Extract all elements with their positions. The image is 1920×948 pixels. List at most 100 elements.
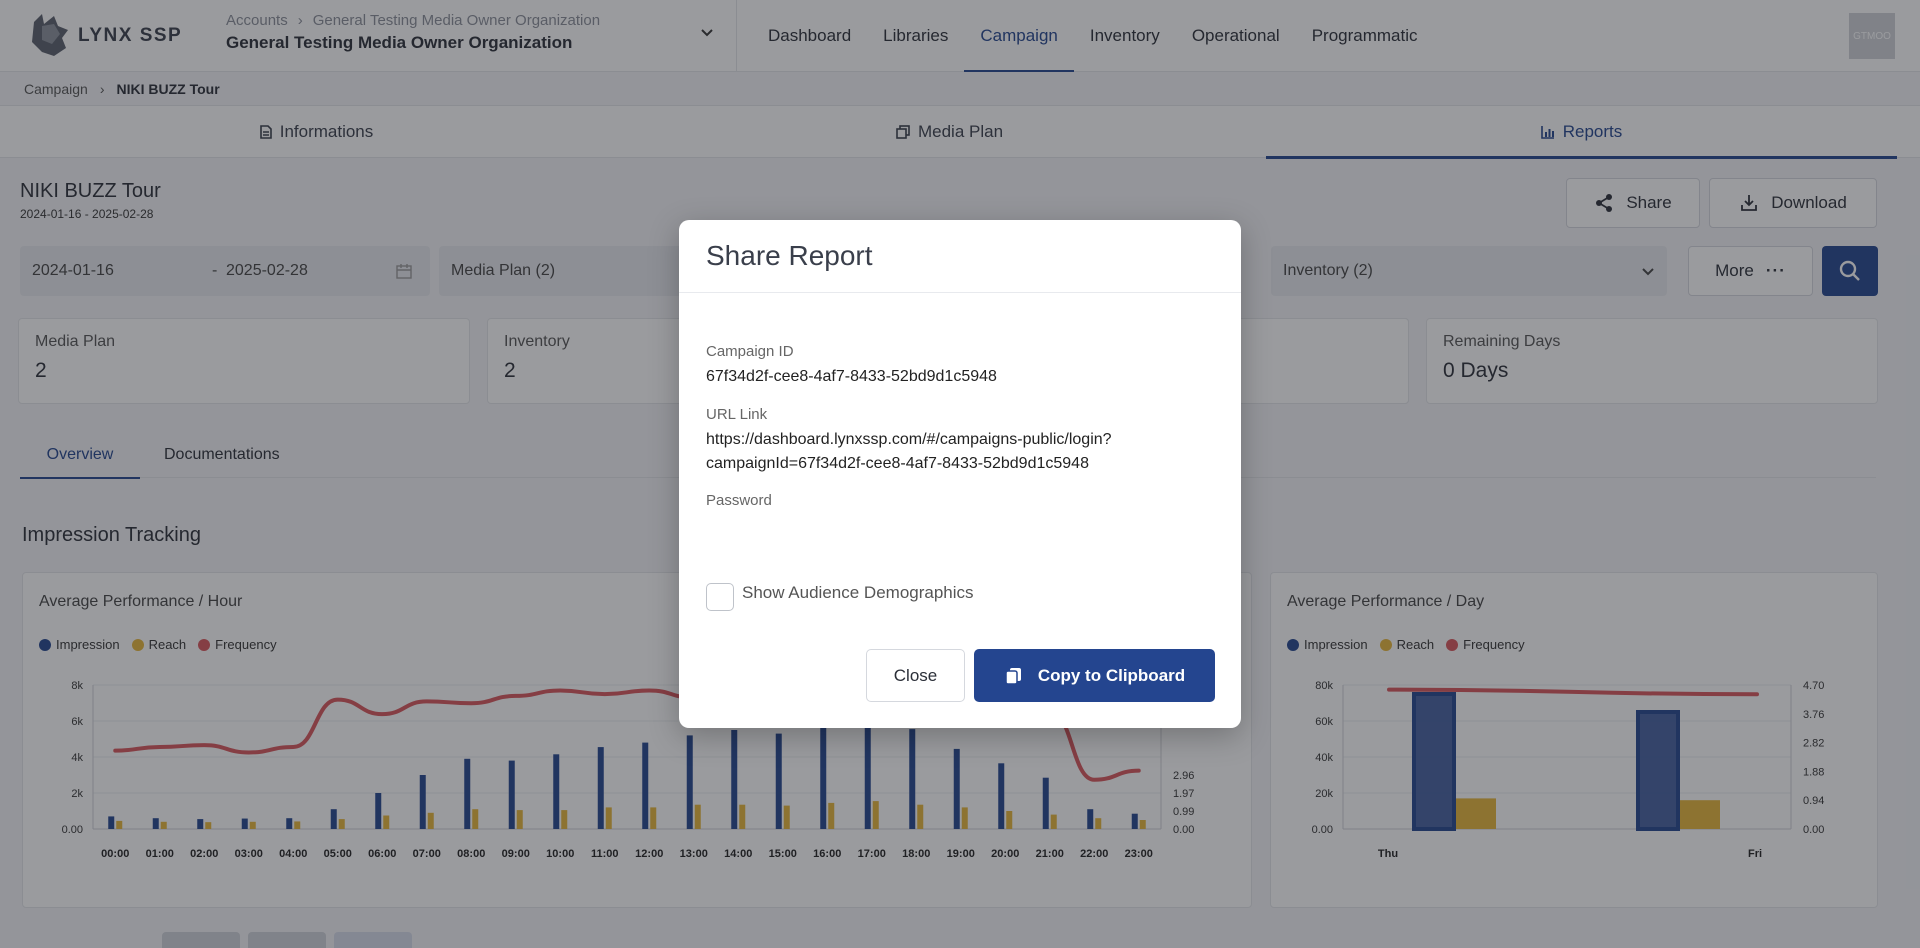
close-button[interactable]: Close: [866, 649, 965, 702]
reach-bar: [694, 804, 701, 829]
top-navbar: LYNX SSP Accounts › General Testing Medi…: [0, 0, 1920, 72]
impression-dot-icon: [1287, 638, 1299, 651]
x-tick-label: 12:00: [635, 848, 663, 860]
x-tick-label: 01:00: [146, 848, 174, 860]
reach-bar: [338, 819, 345, 829]
more-button-label: More: [1715, 261, 1754, 280]
organization-selector[interactable]: Accounts › General Testing Media Owner O…: [226, 12, 736, 60]
legend-reach-label: Reach: [1396, 637, 1435, 652]
nav-programmatic[interactable]: Programmatic: [1311, 26, 1418, 45]
breadcrumb-campaign[interactable]: Campaign: [24, 80, 88, 97]
tab-documentations[interactable]: Documentations: [164, 446, 280, 463]
copy-to-clipboard-button[interactable]: Copy to Clipboard: [974, 649, 1215, 702]
reach-bar: [1680, 800, 1720, 829]
org-breadcrumb: Accounts › General Testing Media Owner O…: [226, 12, 736, 29]
legend-frequency-label: Frequency: [1463, 637, 1525, 652]
tab-reports[interactable]: Reports: [1266, 106, 1897, 159]
show-demographics-checkbox[interactable]: [706, 583, 734, 611]
chevron-down-icon[interactable]: [700, 26, 714, 40]
y2-tick-label: 0.00: [1173, 824, 1194, 836]
nav-dashboard[interactable]: Dashboard: [768, 26, 852, 45]
legend-reach[interactable]: Reach: [131, 637, 187, 652]
inventory-select[interactable]: Inventory (2): [1271, 246, 1667, 296]
y-tick-label: 60k: [1315, 716, 1333, 728]
nav-libraries[interactable]: Libraries: [883, 26, 949, 45]
date-range-picker[interactable]: 2024-01-16 - 2025-02-28: [20, 246, 430, 296]
impression-bar: [686, 735, 693, 829]
modal-title: Share Report: [706, 240, 873, 271]
reach-bar: [561, 810, 568, 829]
y-tick-label: 8k: [71, 680, 83, 692]
breadcrumb: Campaign › NIKI BUZZ Tour: [0, 72, 1920, 106]
show-demographics-label: Show Audience Demographics: [742, 583, 974, 602]
search-icon: [1839, 260, 1860, 281]
tab-media-plan-label: Media Plan: [917, 122, 1004, 141]
legend-impression-label: Impression: [56, 637, 120, 652]
section-title: Impression Tracking: [22, 524, 201, 546]
page-title: NIKI BUZZ Tour: [20, 180, 161, 202]
impression-bar: [553, 754, 560, 829]
tab-informations[interactable]: Informations: [0, 106, 633, 158]
impression-bar: [330, 809, 337, 829]
y2-tick-label: 4.70: [1803, 680, 1824, 692]
impression-bar: [1087, 809, 1094, 829]
avatar[interactable]: GTMOO: [1849, 13, 1895, 59]
daily-chart-plot: 0.00 20k 40k 60k 80k 0.00 0.94 1.88 2.82 3.76 4.70…: [1312, 680, 1825, 860]
chevron-down-icon: [1642, 268, 1654, 276]
impression-bar: [998, 763, 1005, 829]
legend-reach-label: Reach: [148, 637, 187, 652]
mini-button-1[interactable]: [162, 932, 240, 948]
x-tick-label: 16:00: [813, 848, 841, 860]
start-date-value: 2024-01-16: [32, 262, 114, 279]
legend-impression[interactable]: Impression: [39, 637, 120, 652]
date-separator: -: [212, 262, 218, 279]
daily-chart-legend: Impression Reach Frequency: [1287, 637, 1525, 652]
reach-bar: [650, 807, 657, 829]
reach-bar: [116, 820, 123, 829]
share-button[interactable]: Share: [1566, 178, 1700, 228]
org-breadcrumb-accounts[interactable]: Accounts: [226, 12, 288, 29]
daily-chart-title: Average Performance / Day: [1287, 593, 1485, 610]
legend-impression[interactable]: Impression: [1287, 637, 1368, 652]
mini-button-2[interactable]: [248, 932, 326, 948]
legend-reach[interactable]: Reach: [1379, 637, 1435, 652]
reach-bar: [160, 821, 167, 829]
reach-bar: [872, 801, 879, 829]
download-button[interactable]: Download: [1709, 178, 1877, 228]
tab-overview[interactable]: Overview: [20, 432, 140, 479]
stat-remaining-label: Remaining Days: [1443, 333, 1561, 350]
frequency-dot-icon: [1446, 638, 1459, 651]
campaign-subtabs: Informations Media Plan Reports: [0, 106, 1920, 159]
impression-bar: [508, 760, 515, 829]
y2-tick-label: 3.76: [1803, 709, 1824, 721]
more-button[interactable]: More ···: [1688, 246, 1813, 296]
org-breadcrumb-org[interactable]: General Testing Media Owner Organization: [312, 12, 601, 29]
legend-frequency[interactable]: Frequency: [198, 637, 277, 652]
x-tick-label: Fri: [1748, 848, 1762, 860]
logo[interactable]: LYNX SSP: [28, 12, 218, 60]
nav-inventory[interactable]: Inventory: [1089, 26, 1160, 45]
copy-stack-icon: [896, 125, 910, 139]
nav-operational[interactable]: Operational: [1191, 26, 1280, 45]
copy-button-label: Copy to Clipboard: [1037, 665, 1186, 685]
x-tick-label: 13:00: [680, 848, 708, 860]
y-tick-label: 80k: [1315, 680, 1333, 692]
stat-media-plan-label: Media Plan: [35, 333, 116, 350]
mini-button-3[interactable]: [334, 932, 412, 948]
logo-text: LYNX SSP: [78, 25, 183, 46]
x-tick-label: 08:00: [457, 848, 485, 860]
x-tick-label: 05:00: [324, 848, 352, 860]
search-button[interactable]: [1822, 246, 1878, 296]
impression-bar: [197, 819, 204, 829]
campaign-id-value: 67f34d2f-cee8-4af7-8433-52bd9d1c5948: [706, 368, 997, 385]
x-tick-label: 18:00: [902, 848, 930, 860]
legend-frequency[interactable]: Frequency: [1446, 637, 1525, 652]
impression-dot-icon: [39, 638, 51, 651]
reach-bar: [516, 810, 523, 829]
impression-bar: [820, 724, 827, 829]
x-tick-label: 17:00: [858, 848, 886, 860]
nav-campaign[interactable]: Campaign: [964, 0, 1074, 72]
x-tick-label: 04:00: [279, 848, 307, 860]
tab-media-plan[interactable]: Media Plan: [633, 106, 1266, 158]
y2-tick-label: 1.88: [1803, 766, 1824, 778]
